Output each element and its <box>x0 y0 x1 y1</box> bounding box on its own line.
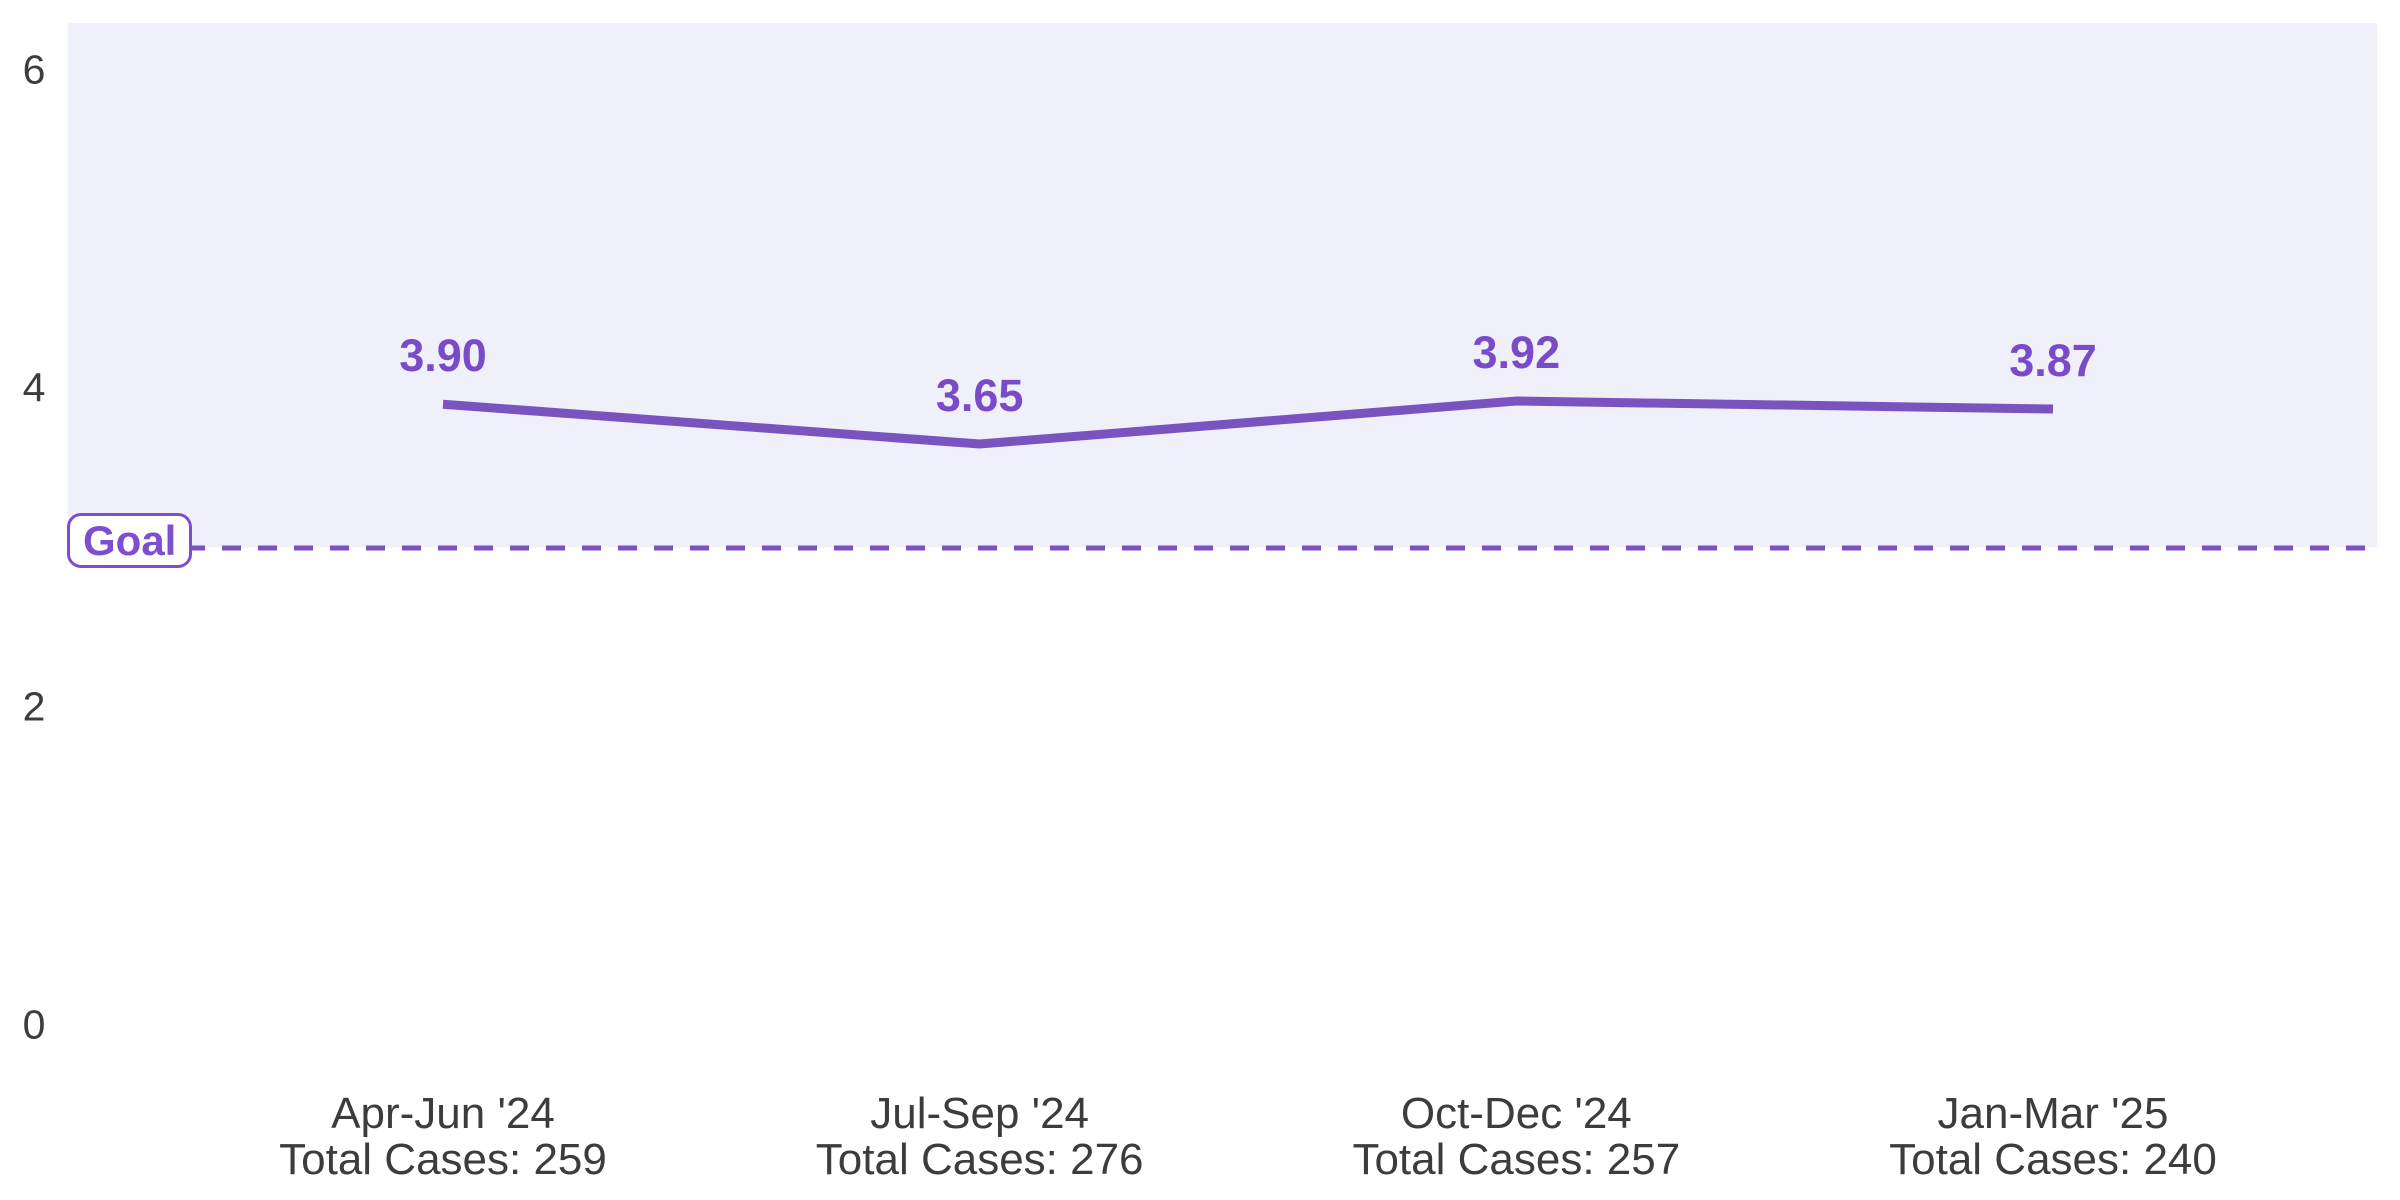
x-axis-label: Oct-Dec '24 Total Cases: 257 <box>1352 1091 1680 1183</box>
quarter-label: Oct-Dec '24 <box>1400 1089 1632 1138</box>
series-line <box>442 396 2054 449</box>
goal-label: Goal <box>83 516 177 564</box>
x-axis-label: Jul-Sep '24 Total Cases: 276 <box>816 1091 1144 1183</box>
y-tick-label: 6 <box>22 46 46 93</box>
quarter-label: Apr-Jun '24 <box>331 1089 555 1138</box>
data-point-label: 3.90 <box>399 330 487 382</box>
y-tick-label: 0 <box>22 1001 46 1048</box>
total-cases-label: Total Cases: 257 <box>1352 1135 1681 1184</box>
x-axis-label: Jan-Mar '25 Total Cases: 240 <box>1889 1091 2217 1183</box>
y-tick-label: 4 <box>22 364 46 411</box>
goal-badge: Goal <box>67 513 193 568</box>
total-cases-label: Total Cases: 276 <box>815 1135 1144 1184</box>
total-cases-label: Total Cases: 240 <box>1889 1135 2217 1184</box>
total-cases-label: Total Cases: 259 <box>279 1135 607 1184</box>
data-point-label: 3.87 <box>2009 335 2097 386</box>
x-axis-label: Apr-Jun '24 Total Cases: 259 <box>279 1091 607 1183</box>
data-point-label: 3.65 <box>935 370 1024 422</box>
quarter-label: Jan-Mar '25 <box>1937 1089 2169 1138</box>
y-tick-label: 2 <box>22 683 46 730</box>
above-goal-band <box>68 23 2377 548</box>
quarter-label: Jul-Sep '24 <box>870 1089 1090 1138</box>
data-point-label: 3.92 <box>1472 327 1561 379</box>
